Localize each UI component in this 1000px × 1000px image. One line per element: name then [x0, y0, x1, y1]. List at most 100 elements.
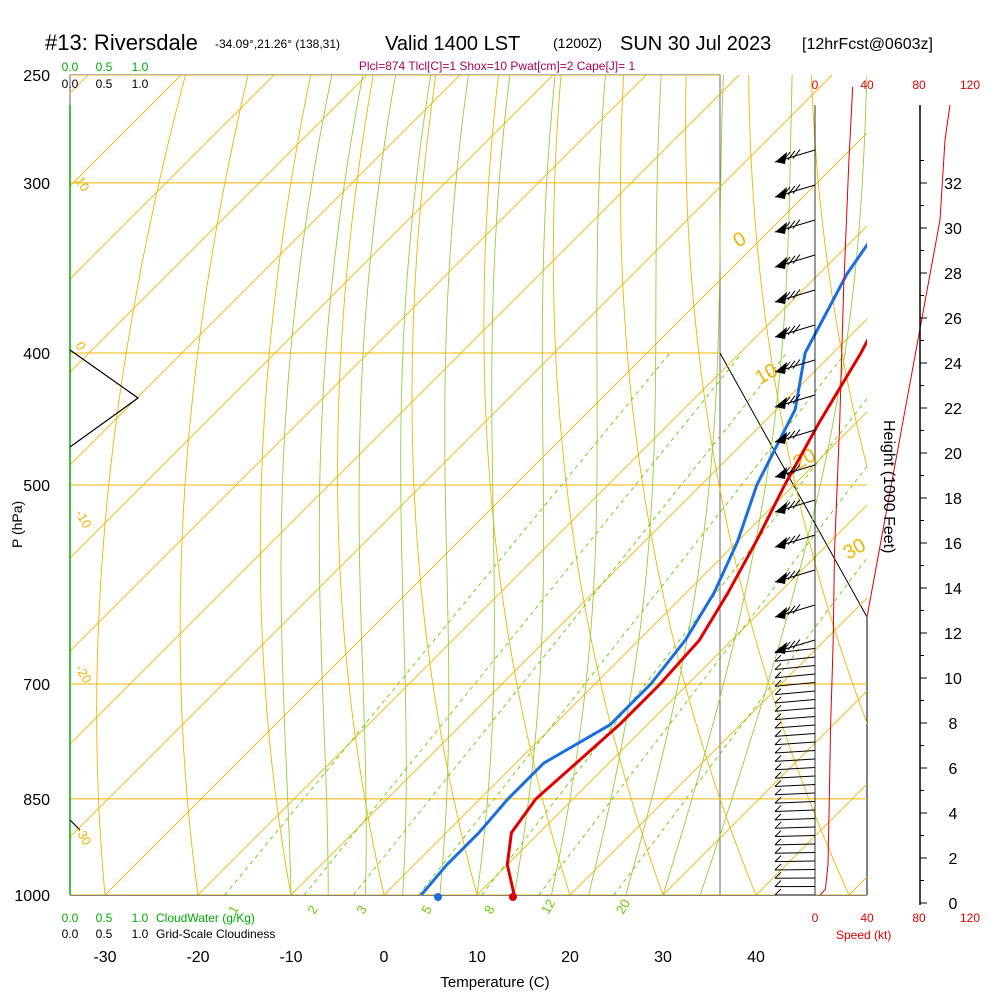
station-location: -34.09°,21.26° (138,31) — [215, 37, 340, 51]
temperature-tick-label: -30 — [93, 949, 116, 966]
wind-barb — [774, 663, 816, 671]
wind-barb-feather — [782, 431, 791, 442]
moist-adiabat-label: 10 — [752, 359, 782, 389]
height-tick-label: 18 — [944, 491, 962, 508]
wind-barb-staff — [774, 750, 816, 754]
wind-barb — [774, 704, 816, 712]
wind-barb-feather — [782, 536, 791, 547]
isobar-lines — [70, 75, 867, 895]
speed-top-tick-label: 120 — [960, 78, 980, 92]
wind-barb-feather — [782, 571, 791, 582]
cloudiness-profile — [69, 349, 140, 448]
isotherm-label: 0 — [72, 339, 89, 353]
dry-adiabat-line — [552, 75, 664, 895]
isotherm-line — [848, 876, 867, 895]
wind-barb-feather — [792, 254, 801, 264]
height-tick-label: 22 — [944, 401, 962, 418]
wind-barb — [774, 771, 816, 779]
speed-top-tick-label: 80 — [912, 78, 926, 92]
wind-barb — [774, 780, 816, 787]
pressure-axis-label: P (hPa) — [9, 501, 25, 548]
isotherm-line — [70, 75, 461, 466]
wind-barb — [774, 696, 816, 704]
height-tick-label: 6 — [949, 761, 958, 778]
wind-barb-feather — [782, 221, 791, 232]
wind-barb-feather — [782, 326, 791, 337]
cloudiness-top-ticks: 0.0 0.5 1.0 — [62, 77, 149, 91]
wind-barb-feather — [782, 396, 791, 407]
pressure-tick-label: 400 — [23, 346, 50, 363]
cloudiness-bottom-ticks: 0.0 0.5 1.0 — [62, 927, 149, 941]
wind-barb-staff — [774, 809, 816, 812]
temperature-tick-label: -20 — [186, 949, 209, 966]
wind-barb-feather — [792, 219, 801, 229]
pressure-tick-label: 250 — [23, 68, 50, 85]
wind-barb — [774, 830, 816, 838]
dry-adiabat-line — [483, 75, 571, 895]
moist-adiabat-label: 0 — [730, 228, 751, 253]
wind-barb-feather — [774, 771, 782, 779]
wind-barb-feather — [792, 429, 801, 439]
speed-top-tick-label: 40 — [860, 78, 874, 92]
wind-barb-feather — [774, 805, 782, 812]
wind-barb — [774, 654, 816, 662]
height-tick-label: 4 — [949, 806, 958, 823]
wind-barb-feather — [782, 256, 791, 267]
wind-barb-staff — [774, 682, 816, 687]
wind-barb — [774, 788, 816, 796]
wind-barb-feather — [782, 186, 791, 197]
wind-barb-flag — [775, 537, 787, 549]
wind-barb-staff — [774, 775, 816, 779]
wind-barb — [774, 729, 816, 737]
wind-barb — [774, 359, 816, 374]
wind-barb-feather — [774, 721, 782, 729]
stability-indices: Plcl=874 Tlcl[C]=1 Shox=10 Pwat[cm]=2 Ca… — [359, 59, 636, 73]
wind-barb-staff — [774, 690, 816, 696]
height-tick-label: 28 — [944, 266, 962, 283]
cloud-water-bottom-tick: 1.0 — [132, 911, 149, 925]
dry-adiabat-line — [96, 75, 186, 895]
dry-adiabat-line — [685, 75, 850, 895]
height-tick-label: 30 — [944, 221, 962, 238]
dry-adiabat-lines — [96, 75, 867, 895]
wind-barb — [774, 813, 816, 821]
wind-barb-feather — [774, 729, 782, 737]
speed-axis-bottom-ticks: 0 40 80 120 — [812, 911, 981, 925]
mixing-ratio-label: 20 — [613, 896, 633, 916]
wind-barb-feather — [774, 738, 782, 746]
dry-adiabat-line — [179, 75, 249, 895]
wind-barb-feather — [774, 654, 782, 662]
wind-barb — [774, 149, 816, 164]
wind-speed-profile — [819, 86, 951, 896]
speed-bottom-tick-label: 80 — [912, 911, 926, 925]
mixing-ratio-line — [353, 352, 788, 895]
wind-barb-feather — [787, 570, 796, 581]
temperature-tick-label: 20 — [561, 949, 579, 966]
cloudiness-bottom-tick: 1.0 — [132, 927, 149, 941]
wind-barb-feather — [774, 846, 782, 854]
height-tick-label: 10 — [944, 671, 962, 688]
wind-barb-feather — [787, 220, 796, 231]
cloud-water-top-tick: 1.0 — [132, 60, 149, 74]
wind-barb-flag — [775, 467, 787, 479]
wind-barb — [774, 805, 816, 812]
isotherm-line — [70, 75, 368, 373]
wind-barb-feather — [774, 880, 782, 888]
wind-barb-staff — [774, 665, 816, 671]
wind-barb — [774, 499, 816, 514]
wind-barb-feather — [774, 704, 782, 712]
speed-top-tick-label: 0 — [812, 78, 819, 92]
dry-adiabat-line — [810, 75, 867, 469]
isotherm-label: -30 — [72, 824, 94, 848]
temperature-tick-label: 30 — [654, 949, 672, 966]
height-tick-label: 0 — [949, 896, 958, 913]
mixing-ratio-label: 3 — [353, 903, 370, 917]
mixing-ratio-label: 2 — [304, 903, 321, 917]
wind-barb-feather — [787, 255, 796, 266]
height-tick-label: 24 — [944, 356, 962, 373]
mixing-ratio-label: 5 — [418, 903, 435, 917]
wind-barb-flag — [775, 502, 787, 514]
cloud-water-bottom-tick: 0.5 — [96, 911, 113, 925]
wind-barb-flag — [775, 432, 787, 444]
isotherm-line — [70, 75, 833, 838]
